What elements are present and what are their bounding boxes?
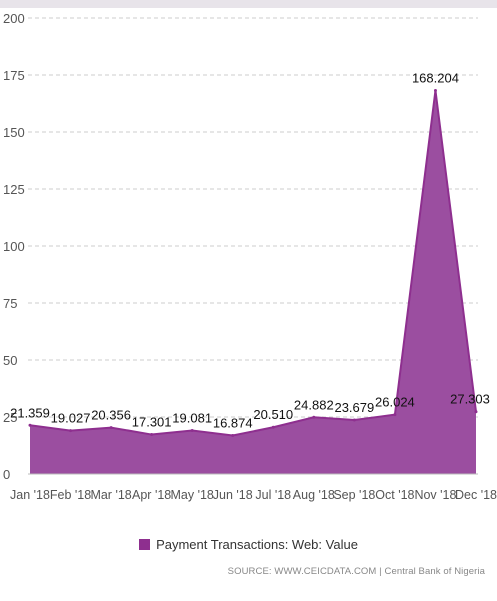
data-label: 23.679: [334, 400, 374, 415]
data-label: 19.027: [51, 411, 91, 426]
y-tick-label: 175: [3, 68, 25, 83]
data-point: [312, 415, 316, 419]
source-note: SOURCE: WWW.CEICDATA.COM | Central Bank …: [227, 566, 485, 577]
y-tick-label: 150: [3, 125, 25, 140]
y-tick-label: 200: [3, 11, 25, 26]
legend-label: Payment Transactions: Web: Value: [156, 537, 358, 552]
data-point: [474, 410, 478, 414]
data-point: [352, 418, 356, 422]
chart-legend[interactable]: Payment Transactions: Web: Value: [0, 537, 497, 552]
y-tick-label: 100: [3, 239, 25, 254]
data-point: [271, 425, 275, 429]
y-tick-label: 50: [3, 353, 17, 368]
x-tick-label: Jan '18: [10, 488, 50, 502]
area-chart: 0 25 50 75 100 125 150 175 200 21.359 19.027 20.356…: [3, 11, 497, 502]
y-tick-label: 75: [3, 296, 17, 311]
data-label: 26.024: [375, 395, 415, 410]
data-label: 19.081: [172, 410, 212, 425]
data-point: [393, 413, 397, 417]
x-tick-label: Aug '18: [293, 488, 335, 502]
data-label: 16.874: [213, 416, 253, 431]
x-tick-label: Nov '18: [414, 488, 456, 502]
data-label: 168.204: [412, 70, 459, 85]
y-tick-label: 0: [3, 467, 10, 482]
x-tick-label: Sep '18: [333, 488, 375, 502]
top-border-strip: [0, 0, 497, 8]
x-tick-label: Mar '18: [90, 488, 131, 502]
y-tick-label: 25: [3, 410, 17, 425]
x-tick-label: Feb '18: [50, 488, 91, 502]
data-label: 24.882: [294, 397, 334, 412]
data-point: [231, 434, 235, 438]
data-label: 27.303: [450, 392, 490, 407]
data-point: [433, 88, 437, 92]
x-tick-label: Jul '18: [255, 488, 291, 502]
data-label: 21.359: [10, 405, 50, 420]
data-label: 20.356: [91, 408, 131, 423]
x-tick-label: May '18: [170, 488, 213, 502]
data-point: [190, 428, 194, 432]
data-point: [28, 423, 32, 427]
data-point: [150, 433, 154, 437]
series-line: [29, 90, 477, 437]
x-tick-label: Apr '18: [132, 488, 171, 502]
legend-swatch: [139, 539, 151, 550]
data-label: 17.301: [132, 415, 172, 430]
x-tick-label: Oct '18: [375, 488, 414, 502]
data-point: [69, 429, 73, 433]
x-tick-label: Dec '18: [455, 488, 497, 502]
data-label: 20.510: [253, 407, 293, 422]
x-tick-label: Jun '18: [213, 488, 253, 502]
data-point: [109, 426, 113, 430]
y-tick-label: 125: [3, 182, 25, 197]
